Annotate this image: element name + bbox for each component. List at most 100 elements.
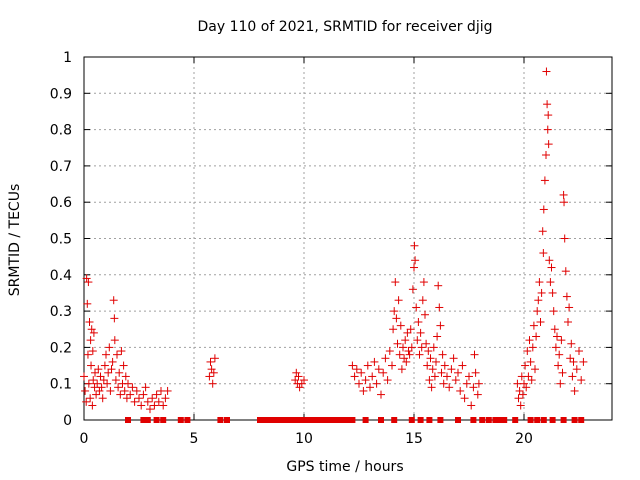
data-point bbox=[363, 361, 372, 370]
zero-value-point bbox=[560, 417, 567, 423]
data-point bbox=[83, 299, 92, 308]
data-point bbox=[83, 350, 92, 359]
data-point bbox=[522, 383, 531, 392]
data-point bbox=[406, 325, 415, 334]
data-point bbox=[568, 372, 577, 381]
data-point bbox=[559, 190, 568, 199]
data-point bbox=[518, 390, 527, 399]
data-point bbox=[93, 379, 102, 388]
data-point bbox=[87, 325, 96, 334]
data-point bbox=[554, 361, 563, 370]
data-point bbox=[474, 379, 483, 388]
data-point bbox=[412, 303, 421, 312]
data-point bbox=[424, 347, 433, 356]
data-point bbox=[437, 368, 446, 377]
y-tick-label: 0.1 bbox=[50, 377, 72, 393]
data-point bbox=[556, 379, 565, 388]
data-point bbox=[135, 394, 143, 403]
data-point bbox=[383, 376, 392, 385]
data-point bbox=[542, 151, 550, 160]
zero-value-point bbox=[345, 417, 351, 423]
data-point bbox=[471, 368, 480, 377]
data-point bbox=[399, 343, 407, 352]
data-point bbox=[565, 303, 574, 312]
zero-value-point bbox=[362, 417, 369, 423]
data-point bbox=[389, 325, 398, 334]
data-point bbox=[111, 376, 120, 385]
data-point bbox=[542, 67, 551, 76]
zero-value-point bbox=[501, 417, 508, 423]
data-point bbox=[401, 336, 410, 345]
data-point bbox=[88, 347, 97, 356]
data-point bbox=[577, 376, 586, 385]
zero-value-point bbox=[437, 417, 444, 423]
data-point bbox=[572, 365, 581, 374]
data-point bbox=[462, 379, 471, 388]
x-tick-label: 0 bbox=[80, 431, 89, 447]
data-point bbox=[560, 198, 569, 207]
zero-value-point bbox=[578, 417, 585, 423]
data-point bbox=[465, 372, 473, 381]
zero-value-point bbox=[534, 417, 541, 423]
data-point bbox=[422, 339, 431, 348]
data-point bbox=[567, 339, 576, 348]
data-point bbox=[539, 205, 548, 214]
y-tick-label: 1 bbox=[63, 50, 72, 66]
data-point bbox=[88, 401, 97, 410]
data-point bbox=[432, 357, 440, 366]
zero-value-point bbox=[340, 417, 347, 423]
zero-value-point bbox=[327, 417, 334, 423]
data-point bbox=[115, 368, 124, 377]
zero-value-point bbox=[257, 417, 263, 423]
data-point bbox=[527, 376, 536, 385]
data-point bbox=[126, 390, 135, 399]
chart-title: Day 110 of 2021, SRMTID for receiver dji… bbox=[198, 19, 493, 35]
zero-value-point bbox=[287, 417, 294, 423]
data-point bbox=[569, 357, 578, 366]
data-point bbox=[545, 256, 554, 265]
zero-value-point bbox=[331, 417, 338, 423]
data-point bbox=[394, 296, 403, 305]
data-point bbox=[154, 397, 163, 406]
data-points bbox=[80, 67, 588, 423]
data-point bbox=[413, 336, 422, 345]
data-point bbox=[407, 343, 416, 352]
zero-value-point bbox=[455, 417, 461, 423]
zero-value-point bbox=[144, 417, 151, 423]
data-point bbox=[103, 379, 112, 388]
data-point bbox=[575, 347, 583, 356]
data-point bbox=[421, 310, 429, 319]
x-tick-label: 10 bbox=[295, 431, 313, 447]
data-point bbox=[300, 376, 308, 385]
zero-value-point bbox=[512, 417, 519, 423]
zero-value-point bbox=[426, 417, 433, 423]
data-point bbox=[352, 365, 361, 374]
data-point bbox=[537, 288, 546, 297]
y-tick-label: 0.9 bbox=[50, 86, 72, 102]
data-point bbox=[122, 394, 131, 403]
data-point bbox=[97, 383, 106, 392]
zero-value-point bbox=[301, 417, 307, 423]
zero-value-point bbox=[265, 417, 272, 423]
data-point bbox=[445, 383, 454, 392]
data-point bbox=[561, 267, 570, 276]
zero-value-point bbox=[378, 417, 384, 423]
data-point bbox=[109, 296, 118, 305]
zero-value-point bbox=[140, 417, 147, 423]
data-point bbox=[121, 372, 130, 381]
y-tick-label: 0.8 bbox=[50, 123, 72, 139]
zero-value-point bbox=[336, 417, 343, 423]
data-point bbox=[418, 296, 427, 305]
data-point bbox=[469, 383, 478, 392]
y-tick-label: 0.2 bbox=[50, 340, 72, 356]
data-point bbox=[91, 368, 99, 377]
data-point bbox=[108, 357, 117, 366]
data-point bbox=[119, 361, 128, 370]
data-point bbox=[86, 336, 95, 345]
data-point bbox=[404, 347, 413, 356]
data-point bbox=[551, 343, 560, 352]
zero-value-point bbox=[496, 417, 503, 423]
y-tick-label: 0 bbox=[63, 413, 72, 429]
data-point bbox=[124, 379, 132, 388]
data-point bbox=[467, 401, 476, 410]
